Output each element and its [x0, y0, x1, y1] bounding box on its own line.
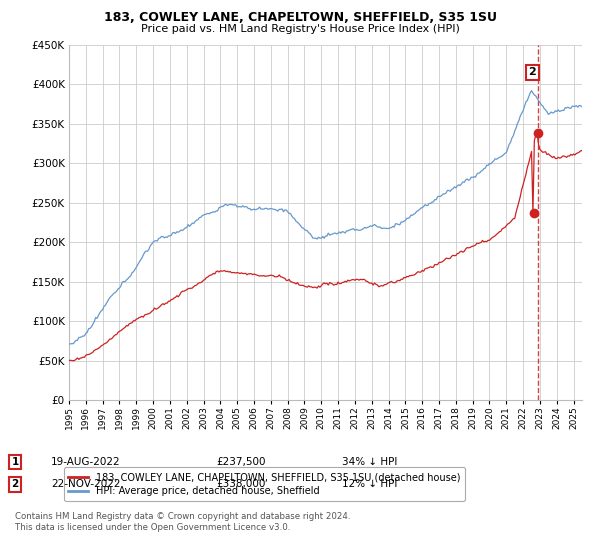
Text: 34% ↓ HPI: 34% ↓ HPI	[342, 457, 397, 467]
Text: 19-AUG-2022: 19-AUG-2022	[51, 457, 121, 467]
Text: 12% ↓ HPI: 12% ↓ HPI	[342, 479, 397, 489]
Text: Price paid vs. HM Land Registry's House Price Index (HPI): Price paid vs. HM Land Registry's House …	[140, 24, 460, 34]
Text: Contains HM Land Registry data © Crown copyright and database right 2024.
This d: Contains HM Land Registry data © Crown c…	[15, 512, 350, 532]
Text: 2: 2	[529, 67, 536, 77]
Text: £338,000: £338,000	[216, 479, 265, 489]
Legend: 183, COWLEY LANE, CHAPELTOWN, SHEFFIELD, S35 1SU (detached house), HPI: Average : 183, COWLEY LANE, CHAPELTOWN, SHEFFIELD,…	[64, 468, 465, 501]
Text: 2: 2	[11, 479, 19, 489]
Text: 183, COWLEY LANE, CHAPELTOWN, SHEFFIELD, S35 1SU: 183, COWLEY LANE, CHAPELTOWN, SHEFFIELD,…	[104, 11, 497, 24]
Text: £237,500: £237,500	[216, 457, 265, 467]
Text: 1: 1	[11, 457, 19, 467]
Text: 22-NOV-2022: 22-NOV-2022	[51, 479, 121, 489]
